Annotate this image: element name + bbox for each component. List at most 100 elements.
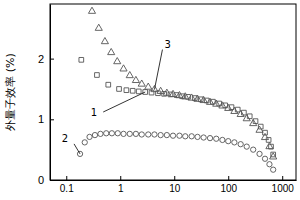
x-tick-label: 0.1	[60, 183, 74, 194]
point	[194, 95, 201, 101]
point	[250, 119, 257, 125]
x-tick-mark	[228, 176, 229, 180]
point	[108, 48, 115, 54]
point	[87, 134, 92, 139]
point	[82, 140, 87, 145]
point	[195, 134, 200, 139]
x-tick-mark	[120, 176, 121, 180]
point	[201, 135, 206, 140]
point	[270, 153, 277, 159]
point	[133, 131, 138, 136]
point	[188, 94, 195, 100]
x-tick-label: 100	[220, 183, 237, 194]
y-tick-label: 0	[38, 174, 44, 186]
point	[117, 87, 122, 92]
y-tick: 0	[38, 174, 54, 186]
y-tick: 2	[38, 53, 54, 65]
x-tick-label: 1	[118, 183, 124, 194]
point	[182, 93, 189, 99]
plot-frame	[50, 4, 296, 180]
point	[88, 7, 95, 13]
point	[243, 115, 250, 121]
point	[176, 92, 183, 98]
x-tick: 100	[220, 176, 237, 194]
point	[132, 76, 139, 82]
y-tick-label: 1	[38, 113, 44, 125]
point	[251, 147, 256, 152]
point	[136, 89, 141, 94]
leader-line	[103, 92, 145, 112]
point	[206, 98, 213, 104]
y-tick: 1	[38, 113, 54, 125]
x-axis: 0.1 1 10 100 1000	[51, 176, 297, 194]
point	[95, 24, 102, 30]
x-tick-mark	[66, 176, 67, 180]
point	[262, 156, 267, 161]
point	[126, 71, 133, 77]
point	[95, 73, 100, 78]
point	[120, 65, 127, 71]
point	[256, 126, 263, 132]
series-triangle	[88, 7, 276, 159]
point	[170, 133, 175, 138]
point	[244, 144, 249, 149]
point	[177, 133, 182, 138]
point	[77, 151, 82, 156]
marks	[77, 7, 276, 172]
point	[109, 131, 114, 136]
y-tick-mark	[50, 59, 54, 60]
series-label: 3	[164, 39, 170, 50]
callouts: 123	[62, 39, 171, 154]
point	[266, 143, 273, 149]
point	[220, 137, 225, 142]
point	[138, 80, 145, 86]
chart: 0.11101001000012123外量子效率 (%)	[0, 0, 300, 200]
point	[79, 57, 84, 62]
point	[231, 107, 238, 113]
point	[124, 88, 129, 93]
leader-line	[154, 50, 162, 90]
x-tick: 0.1	[60, 176, 74, 194]
y-tick-mark	[50, 180, 54, 181]
point	[237, 110, 244, 116]
point	[214, 136, 219, 141]
point	[115, 131, 120, 136]
x-tick-label: 1000	[272, 183, 295, 194]
point	[145, 83, 152, 89]
point	[261, 133, 268, 139]
plot: 0.11101001000012123	[38, 4, 297, 194]
point	[98, 131, 103, 136]
point	[158, 132, 163, 137]
y-axis: 0 1 2	[38, 5, 54, 187]
y-tick-label: 2	[38, 53, 44, 65]
point	[139, 132, 144, 137]
point	[106, 82, 111, 87]
point	[130, 88, 135, 93]
point	[238, 142, 243, 147]
series-square	[79, 57, 276, 156]
x-tick-mark	[174, 176, 175, 180]
point	[226, 139, 231, 144]
point	[127, 131, 132, 136]
x-axis-line	[51, 180, 297, 181]
point	[207, 135, 212, 140]
point	[114, 58, 121, 64]
point	[121, 131, 126, 136]
point	[257, 151, 262, 156]
point	[157, 87, 164, 93]
y-tick-mark	[50, 119, 54, 120]
point	[152, 132, 157, 137]
point	[232, 140, 237, 145]
point	[219, 102, 226, 108]
point	[164, 132, 169, 137]
y-axis-line	[50, 5, 51, 181]
point	[104, 131, 109, 136]
leader-line	[74, 144, 80, 154]
point	[163, 89, 170, 95]
point	[213, 100, 220, 106]
point	[225, 104, 232, 110]
x-tick-mark	[282, 176, 283, 180]
series-label: 2	[62, 133, 68, 144]
x-tick: 10	[169, 176, 181, 194]
point	[200, 96, 207, 102]
